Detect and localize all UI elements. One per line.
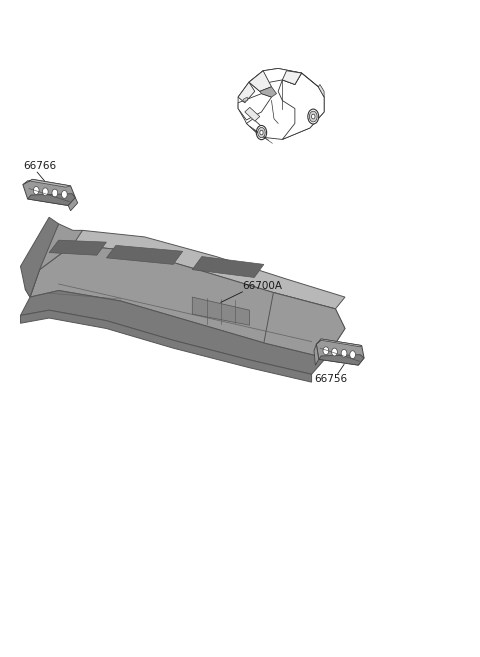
Polygon shape <box>278 73 324 139</box>
Circle shape <box>341 350 347 357</box>
Circle shape <box>260 130 263 135</box>
Polygon shape <box>316 339 362 347</box>
Polygon shape <box>49 240 107 255</box>
Polygon shape <box>318 85 324 97</box>
Polygon shape <box>238 82 255 102</box>
Circle shape <box>350 351 356 359</box>
Circle shape <box>309 111 317 122</box>
Polygon shape <box>282 71 301 85</box>
Polygon shape <box>28 194 75 206</box>
Circle shape <box>323 347 329 355</box>
Polygon shape <box>319 355 364 365</box>
Polygon shape <box>245 107 260 121</box>
Text: 66700A: 66700A <box>242 281 282 290</box>
Polygon shape <box>243 97 247 102</box>
Circle shape <box>258 127 265 138</box>
Polygon shape <box>30 245 345 358</box>
Polygon shape <box>249 68 301 91</box>
Circle shape <box>312 114 315 119</box>
Polygon shape <box>238 94 272 120</box>
Polygon shape <box>238 68 324 139</box>
Polygon shape <box>23 179 71 187</box>
Polygon shape <box>25 224 83 297</box>
Polygon shape <box>23 179 75 206</box>
Polygon shape <box>21 310 312 382</box>
Circle shape <box>52 189 58 197</box>
Circle shape <box>34 187 39 194</box>
Circle shape <box>42 188 48 196</box>
Polygon shape <box>107 246 183 264</box>
Polygon shape <box>192 256 264 277</box>
Polygon shape <box>21 290 326 374</box>
Polygon shape <box>68 198 78 211</box>
Polygon shape <box>249 71 272 91</box>
Polygon shape <box>316 339 364 365</box>
Polygon shape <box>314 344 319 365</box>
Circle shape <box>256 125 267 140</box>
Circle shape <box>332 348 337 356</box>
Polygon shape <box>264 292 345 358</box>
Text: 66766: 66766 <box>23 162 56 171</box>
Circle shape <box>61 191 67 198</box>
Polygon shape <box>21 217 59 297</box>
Text: 66756: 66756 <box>314 374 347 384</box>
Circle shape <box>308 109 319 124</box>
Polygon shape <box>260 87 276 97</box>
Polygon shape <box>246 119 265 137</box>
Polygon shape <box>39 231 345 309</box>
Polygon shape <box>192 297 250 325</box>
